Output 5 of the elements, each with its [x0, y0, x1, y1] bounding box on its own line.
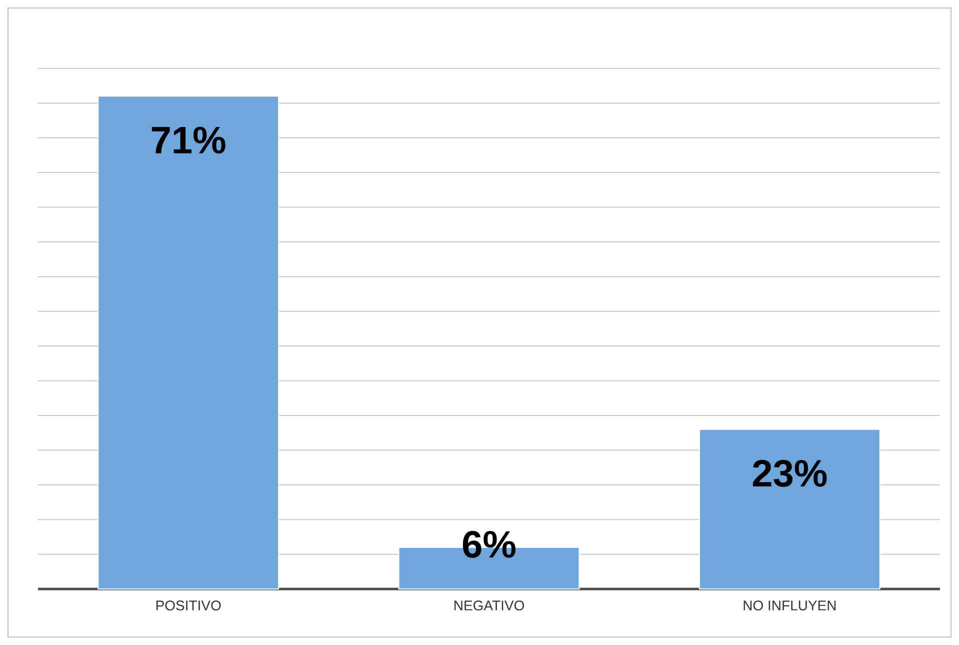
data-label: 23%: [752, 460, 827, 487]
x-tick-label: POSITIVO: [156, 600, 221, 610]
x-tick-label: NEGATIVO: [454, 600, 524, 610]
data-label: 71%: [152, 126, 226, 154]
x-tick-label: NO INFLUYEN: [744, 600, 836, 610]
